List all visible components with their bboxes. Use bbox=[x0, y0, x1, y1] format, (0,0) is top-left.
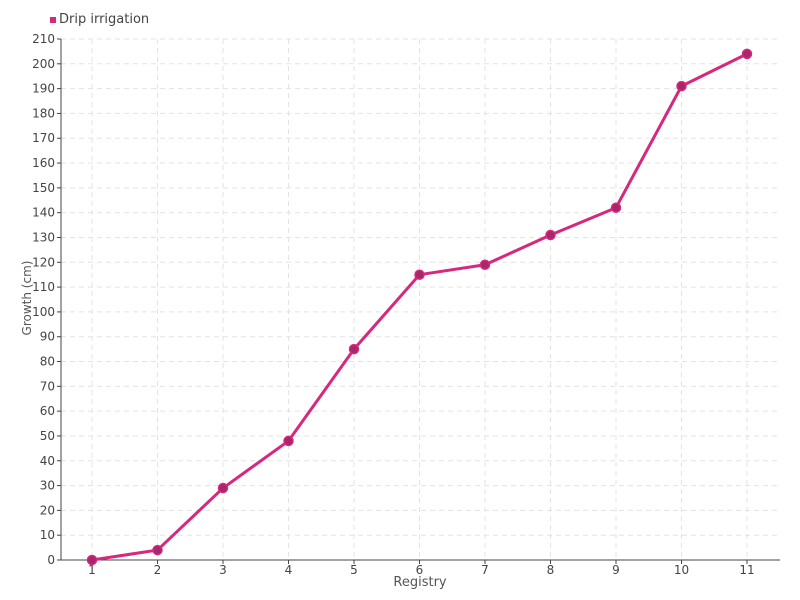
y-tick-label: 10 bbox=[40, 528, 55, 542]
data-point bbox=[217, 482, 229, 494]
y-tick-label: 20 bbox=[40, 503, 55, 517]
y-tick-label: 160 bbox=[32, 156, 55, 170]
y-tick-label: 110 bbox=[32, 280, 55, 294]
series-layer bbox=[86, 48, 753, 566]
x-tick-label: 4 bbox=[285, 563, 293, 577]
data-point bbox=[152, 544, 163, 556]
y-tick-label: 80 bbox=[40, 355, 55, 369]
x-tick-label: 11 bbox=[739, 563, 754, 577]
legend-swatch-drip-irrigation bbox=[50, 16, 56, 23]
y-tick-label: 210 bbox=[32, 32, 55, 46]
y-tick-label: 150 bbox=[32, 181, 55, 195]
legend: Drip irrigation bbox=[50, 12, 149, 27]
y-tick-label: 130 bbox=[32, 230, 55, 244]
x-axis-label: Registry bbox=[393, 575, 447, 590]
data-point bbox=[479, 259, 491, 271]
grid-layer bbox=[61, 38, 780, 560]
data-point bbox=[741, 48, 753, 60]
y-axis-label: Growth (cm) bbox=[20, 261, 34, 336]
data-point bbox=[545, 229, 556, 241]
data-point bbox=[283, 435, 294, 447]
x-tick-label: 8 bbox=[547, 563, 555, 577]
y-tick-label: 140 bbox=[32, 206, 55, 220]
x-tick-label: 1 bbox=[88, 563, 96, 577]
data-point bbox=[86, 554, 98, 566]
y-tick-label: 90 bbox=[40, 330, 55, 344]
x-tick-label: 3 bbox=[219, 563, 227, 577]
data-point bbox=[676, 80, 687, 92]
x-tick-label: 9 bbox=[612, 563, 620, 577]
y-tick-label: 190 bbox=[32, 82, 55, 96]
y-tick-label: 60 bbox=[40, 404, 55, 418]
y-tick-label: 180 bbox=[32, 106, 55, 120]
y-tick-label: 40 bbox=[40, 454, 55, 468]
y-tick-label: 50 bbox=[40, 429, 55, 443]
y-tick-label: 30 bbox=[40, 479, 55, 493]
data-point bbox=[348, 343, 360, 355]
y-tick-label: 100 bbox=[32, 305, 55, 319]
y-tick-label: 200 bbox=[32, 57, 55, 71]
y-tick-label: 170 bbox=[32, 131, 55, 145]
x-tick-label: 6 bbox=[416, 563, 424, 577]
axis-layer: 0102030405060708090100110120130140150160… bbox=[32, 32, 780, 577]
x-tick-label: 10 bbox=[674, 563, 689, 577]
y-tick-label: 0 bbox=[47, 553, 55, 567]
y-tick-label: 70 bbox=[40, 379, 55, 393]
data-point bbox=[610, 202, 622, 213]
y-tick-label: 120 bbox=[32, 255, 55, 269]
x-tick-label: 7 bbox=[481, 563, 489, 577]
x-tick-label: 2 bbox=[154, 563, 162, 577]
legend-label-drip-irrigation: Drip irrigation bbox=[59, 12, 150, 27]
x-tick-label: 5 bbox=[350, 563, 358, 577]
data-point bbox=[414, 269, 425, 280]
